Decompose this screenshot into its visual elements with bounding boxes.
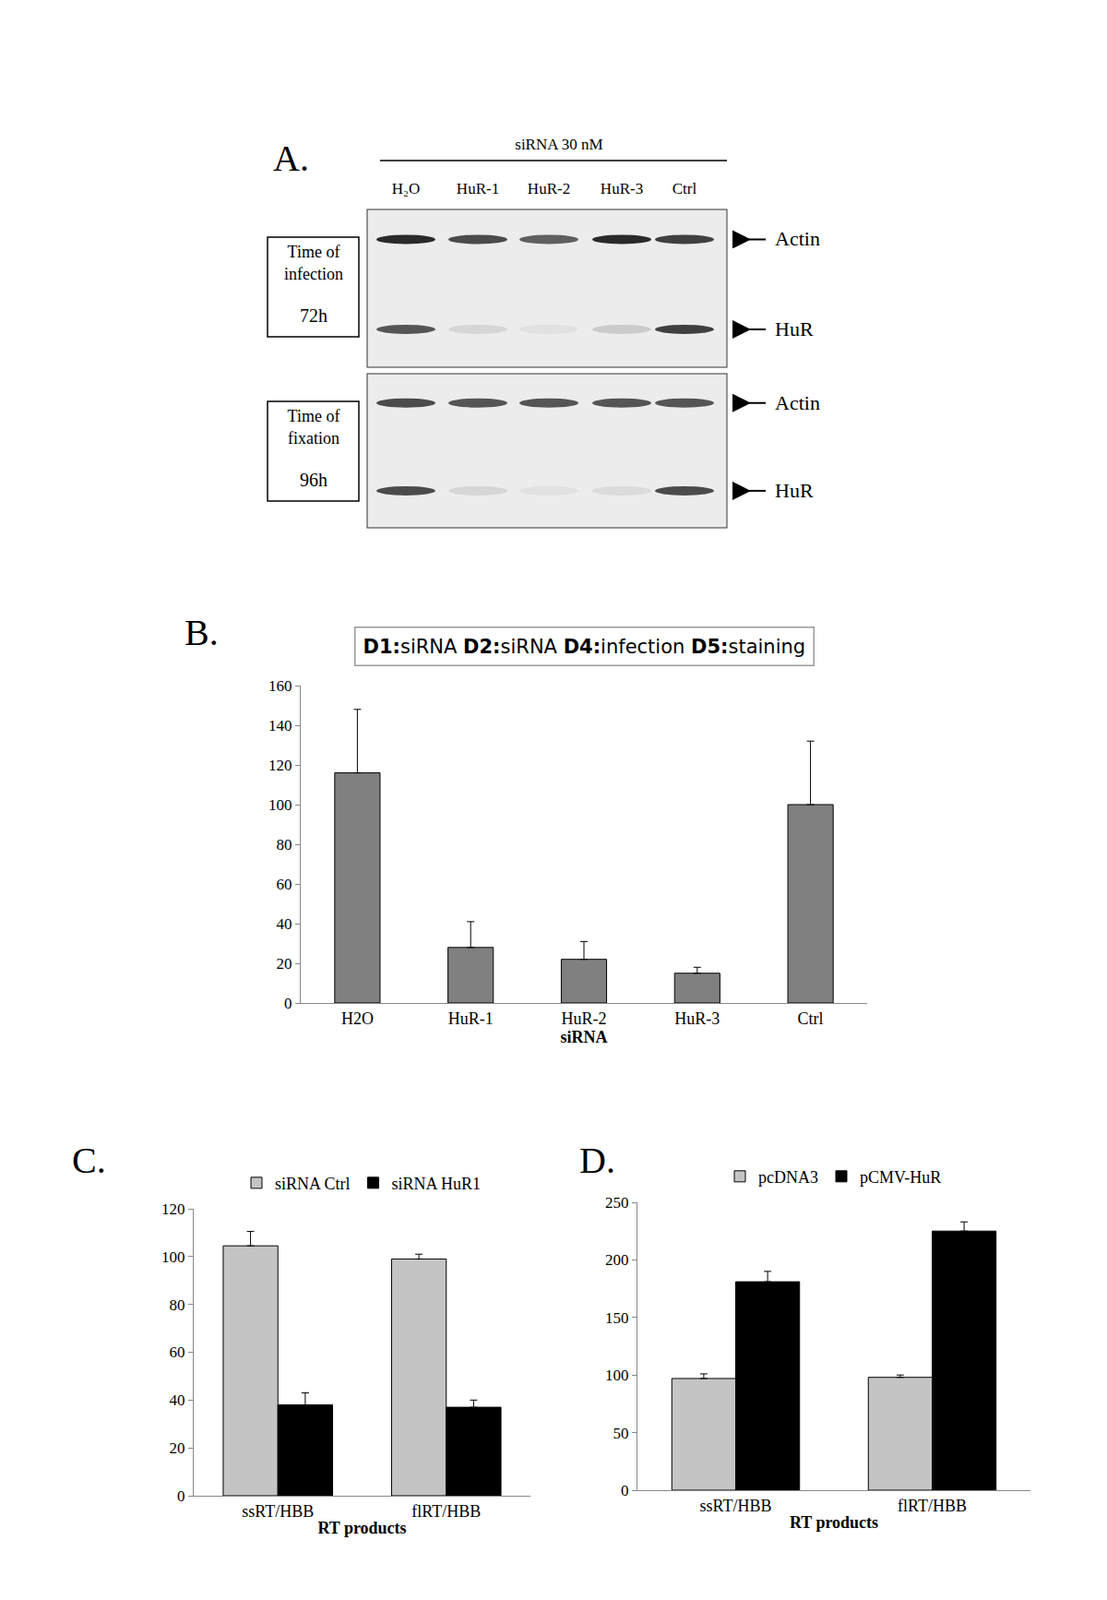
html-text:C.: C. — [71, 1139, 106, 1181]
svg-text:Time of: Time of — [287, 242, 341, 262]
svg-text:ssRT/HBB: ssRT/HBB — [700, 1496, 773, 1515]
svg-text:100: 100 — [268, 796, 293, 814]
svg-text:H₂O: H₂O — [392, 179, 420, 198]
html-text:B.: B. — [184, 611, 219, 654]
svg-text:120: 120 — [268, 756, 293, 774]
svg-text:flRT/HBB: flRT/HBB — [411, 1501, 481, 1521]
svg-text:60: 60 — [276, 875, 293, 893]
svg-text:HuR-1: HuR-1 — [456, 179, 500, 198]
svg-text:80: 80 — [169, 1296, 186, 1314]
svg-text:96h: 96h — [299, 469, 328, 490]
svg-text:Ctrl: Ctrl — [672, 179, 698, 198]
svg-text:80: 80 — [276, 835, 293, 854]
svg-text:Ctrl: Ctrl — [797, 1009, 824, 1028]
svg-text:0: 0 — [620, 1481, 630, 1500]
svg-text:HuR-3: HuR-3 — [600, 179, 643, 198]
svg-text:pCMV-HuR: pCMV-HuR — [859, 1167, 941, 1187]
svg-text:ssRT/HBB: ssRT/HBB — [241, 1501, 314, 1521]
svg-text:D1:siRNA D2:siRNA D4:infection: D1:siRNA D2:siRNA D4:infection D5:staini… — [363, 635, 807, 658]
svg-text:100: 100 — [605, 1366, 630, 1384]
svg-text:0: 0 — [177, 1487, 186, 1505]
svg-text:HuR-3: HuR-3 — [674, 1009, 720, 1028]
html-text:A.: A. — [273, 137, 309, 179]
svg-text:Actin: Actin — [774, 391, 821, 415]
svg-text:Actin: Actin — [774, 226, 821, 250]
svg-text:20: 20 — [169, 1439, 186, 1457]
svg-text:250: 250 — [605, 1193, 630, 1212]
svg-text:H2O: H2O — [341, 1009, 374, 1028]
svg-text:160: 160 — [268, 677, 293, 695]
svg-text:40: 40 — [169, 1391, 186, 1409]
svg-text:HuR-2: HuR-2 — [561, 1009, 608, 1028]
html-text:D.: D. — [579, 1139, 616, 1181]
svg-text:pcDNA3: pcDNA3 — [758, 1167, 819, 1187]
svg-text:HuR: HuR — [774, 478, 814, 502]
svg-text:HuR: HuR — [774, 317, 814, 341]
svg-text:flRT/HBB: flRT/HBB — [897, 1496, 967, 1515]
svg-text:72h: 72h — [299, 305, 328, 326]
svg-text:0: 0 — [284, 994, 293, 1012]
svg-text:fixation: fixation — [287, 428, 340, 448]
svg-text:100: 100 — [161, 1248, 186, 1266]
svg-text:40: 40 — [276, 915, 293, 933]
svg-text:siRNA HuR1: siRNA HuR1 — [392, 1174, 482, 1193]
svg-text:HuR-1: HuR-1 — [448, 1009, 494, 1028]
svg-text:120: 120 — [161, 1200, 186, 1218]
svg-text:200: 200 — [605, 1250, 630, 1269]
svg-text:RT products: RT products — [789, 1512, 879, 1532]
svg-text:150: 150 — [605, 1309, 630, 1327]
svg-text:siRNA: siRNA — [559, 1027, 608, 1047]
svg-text:infection: infection — [284, 264, 344, 284]
svg-text:60: 60 — [169, 1343, 186, 1361]
svg-text:140: 140 — [268, 716, 293, 735]
svg-text:siRNA Ctrl: siRNA Ctrl — [274, 1174, 351, 1193]
svg-text:20: 20 — [276, 954, 293, 973]
svg-text:RT products: RT products — [317, 1518, 406, 1537]
svg-text:Time of: Time of — [287, 406, 341, 426]
svg-text:siRNA 30 nM: siRNA 30 nM — [514, 135, 603, 154]
svg-text:HuR-2: HuR-2 — [527, 179, 571, 198]
svg-text:50: 50 — [613, 1424, 630, 1442]
